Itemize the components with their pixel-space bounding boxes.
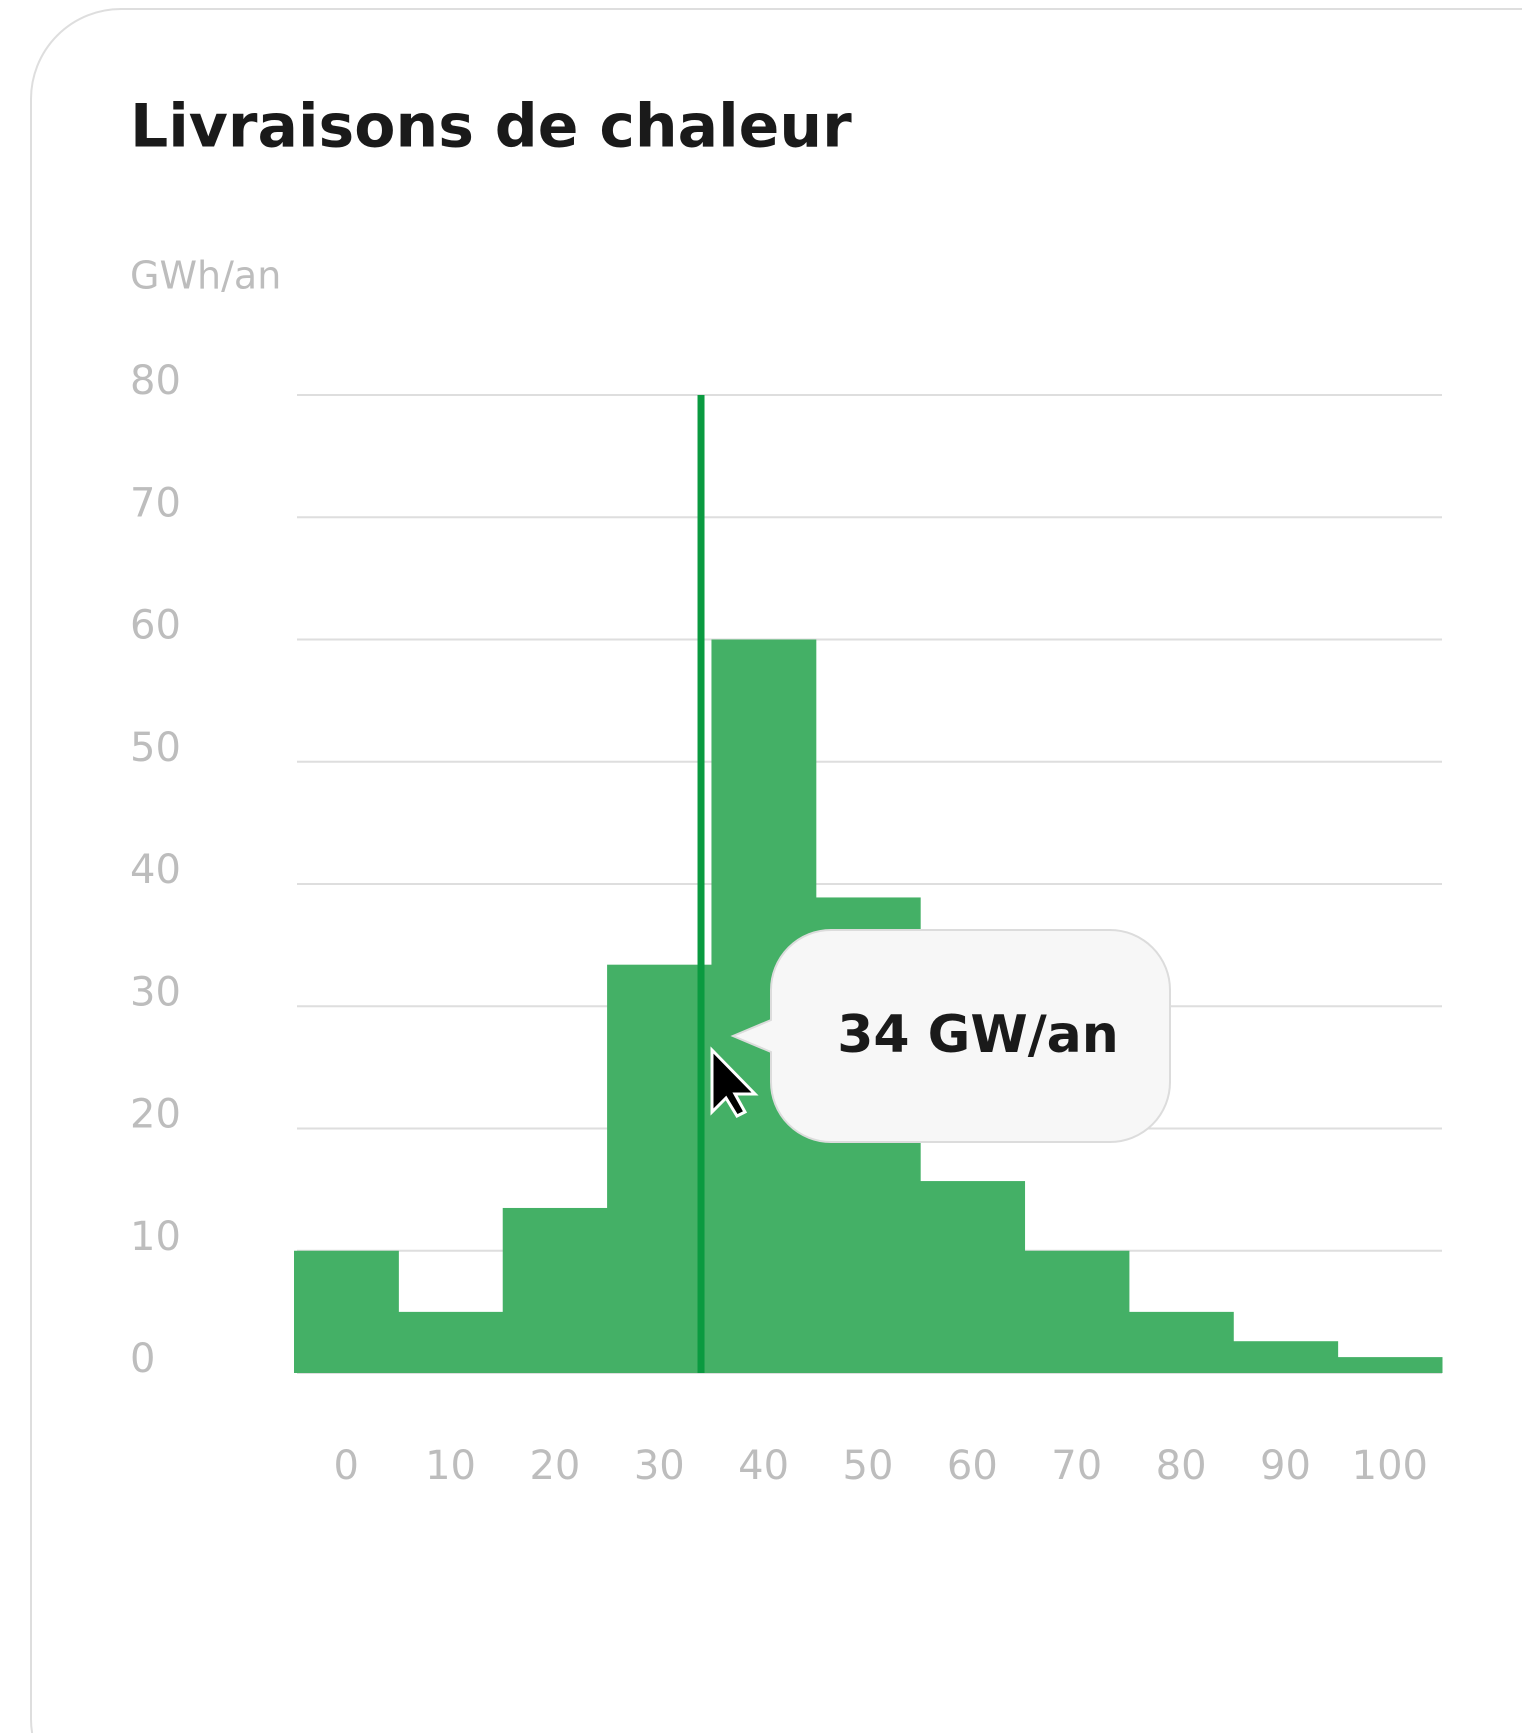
x-tick-label: 0 — [333, 1443, 358, 1489]
y-tick-label: 80 — [130, 358, 181, 404]
x-tick-label: 10 — [425, 1443, 476, 1489]
x-tick-label: 80 — [1156, 1443, 1207, 1489]
bar — [1024, 1250, 1130, 1373]
tooltip-box — [730, 929, 1171, 1143]
y-tick-label: 70 — [130, 480, 181, 526]
tooltip: 34 GW/an — [730, 929, 1171, 1143]
y-tick-label: 40 — [130, 847, 181, 893]
x-tick-label: 40 — [738, 1443, 789, 1489]
overlay: 34 GW/an — [697, 395, 1171, 1373]
y-tick-label: 30 — [130, 969, 181, 1015]
bar — [607, 964, 712, 1373]
bar — [398, 1311, 504, 1373]
chart-title: Livraisons de chaleur — [130, 92, 852, 162]
bar — [920, 1181, 1026, 1373]
cursor — [710, 1046, 759, 1118]
y-tick-label: 20 — [130, 1092, 181, 1138]
bar — [1233, 1341, 1339, 1373]
bar — [1128, 1311, 1234, 1373]
y-tick-label: 60 — [130, 603, 181, 649]
y-tick-label: 10 — [130, 1214, 181, 1260]
y-axis-label: GWh/an — [130, 254, 281, 298]
bar — [502, 1207, 608, 1373]
x-tick-label: 90 — [1260, 1443, 1311, 1489]
tooltip-label: 34 GW/an — [837, 1005, 1119, 1065]
y-tick-label: 0 — [130, 1336, 155, 1382]
x-tick-label: 70 — [1051, 1443, 1102, 1489]
x-tick-label: 100 — [1352, 1443, 1428, 1489]
x-tick-label: 20 — [529, 1443, 580, 1489]
bar — [294, 1250, 399, 1373]
x-tick-label: 30 — [634, 1443, 685, 1489]
y-tick-label: 50 — [130, 725, 181, 771]
x-tick-label: 60 — [947, 1443, 998, 1489]
x-tick-label: 50 — [843, 1443, 894, 1489]
bar — [1337, 1357, 1443, 1373]
